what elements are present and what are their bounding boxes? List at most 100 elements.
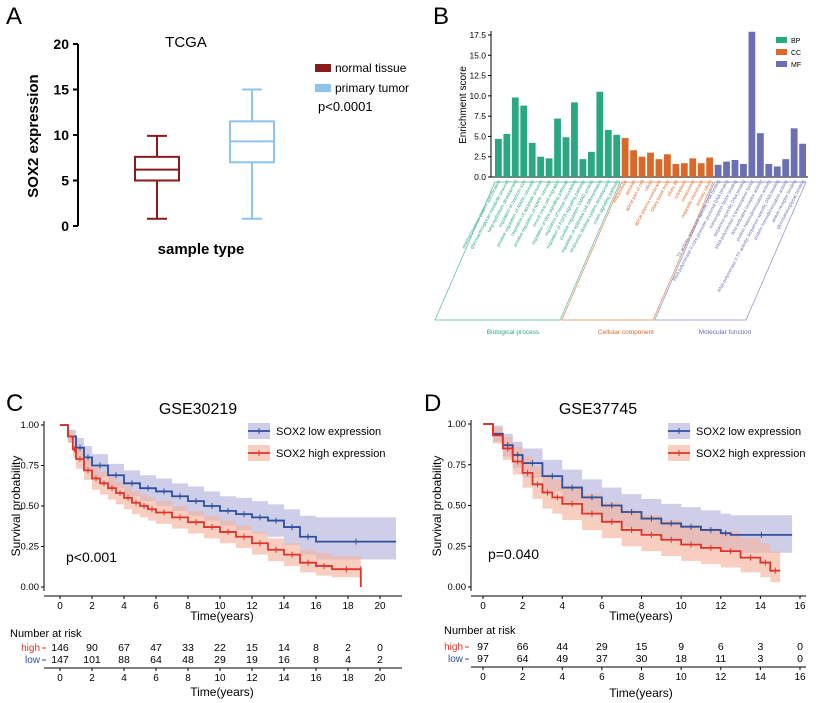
panel-d-plot: 0.00 0.25 0.50 0.75 1.00 0 2 4 6 8 10 12 14 16 SOX2 lo… [444,419,806,683]
y-tick-label: 10 [53,127,69,143]
risk-count-high: 47 [150,642,162,654]
panel-b-ylabel: Enrichment score [458,66,469,144]
panel-c-title: GSE30219 [159,401,237,418]
panel-c-risk-xlabel: Time(years) [190,685,254,699]
y-tick-label: 0.75 [448,460,467,471]
bar-cc [706,157,714,177]
x-tick-label: 2 [520,601,526,612]
bar-cc [638,156,646,177]
risk-x-tick-label: 12 [246,673,258,684]
risk-count-low: 4 [345,654,351,666]
risk-count-low: 8 [313,654,319,666]
bar-cc [647,152,654,177]
risk-x-tick-label: 4 [121,673,127,684]
legend-label-bp: BP [791,38,801,45]
survival-curve-low [483,423,793,536]
bar-mf [740,164,747,177]
risk-count-high: 15 [246,642,258,654]
y-tick-label: 5.0 [474,131,486,141]
y-tick-label: 0.50 [448,501,467,512]
y-tick-label: 7.5 [474,111,486,121]
bar-cc [621,138,629,177]
panel-label-a: A [6,3,22,30]
risk-count-low: 29 [214,654,226,666]
y-tick-label: 5 [61,173,69,189]
risk-x-tick-label: 6 [153,673,159,684]
x-tick-label: 4 [559,601,565,612]
survival-curve-high [60,424,362,587]
risk-x-tick-label: 18 [342,673,354,684]
legend-label-high: SOX2 high expression [696,448,805,460]
risk-x-tick-label: 10 [676,672,688,683]
ci-band-low [60,425,396,560]
panel-c-ylabel: Survival probability [9,456,23,557]
panel-c-risk-title: Number at risk [10,628,82,640]
x-tick-label: 12 [246,601,258,612]
y-tick-label: 15.0 [469,50,486,60]
risk-x-tick-label: 2 [520,672,526,683]
panel-c-pvalue: p<0.001 [66,549,117,565]
y-tick-label: 20 [53,36,69,52]
panel-d-ylabel: Survival probability [430,456,444,557]
risk-count-high: 22 [214,642,226,654]
bar-bp [520,105,528,177]
risk-count-low: 0 [797,653,803,665]
group-label: Biological process [487,329,540,336]
legend-label-mf: MF [791,62,801,69]
risk-count-high: 6 [718,641,724,653]
bar-cc [630,150,637,177]
risk-x-tick-label: 16 [794,672,806,683]
bar-bp [495,138,502,177]
y-tick-label: 0.50 [21,501,40,512]
risk-x-tick-label: 6 [599,672,605,683]
x-tick-label: 18 [342,601,354,612]
x-tick-label: 16 [794,601,806,612]
y-tick-label: 0.0 [474,172,486,182]
panel-d-risk-title: Number at risk [444,625,516,637]
risk-count-low: 11 [715,653,726,665]
y-tick-label: 0.00 [448,582,467,593]
legend-label-cc: CC [791,50,801,57]
x-tick-label: 14 [278,601,290,612]
risk-count-low: 30 [636,653,648,665]
risk-count-high: 90 [86,642,98,654]
risk-count-low: 3 [757,653,763,665]
risk-row-label-high: high [21,643,40,654]
legend-label-low: SOX2 low expression [696,426,801,438]
x-tick-label: 4 [121,601,127,612]
y-tick-label: 0.25 [448,541,467,552]
bar-cc [680,163,688,177]
bar-bp [528,142,536,177]
bar-bp [571,102,578,177]
legend-label-low: SOX2 low expression [276,426,381,438]
risk-x-tick-label: 10 [214,673,226,684]
risk-row-label-low: low [25,655,41,666]
x-tick-label: 12 [715,601,727,612]
x-tick-label: 6 [153,601,159,612]
risk-count-high: 3 [757,641,763,653]
risk-count-high: 146 [51,642,69,654]
y-tick-label: 15 [53,82,69,98]
risk-count-low: 147 [51,654,69,666]
risk-x-tick-label: 2 [89,673,95,684]
bar-mf [782,159,790,177]
risk-count-high: 97 [477,641,489,653]
y-tick-label: 0.25 [21,542,40,553]
ci-band-low [483,424,793,553]
risk-x-tick-label: 8 [639,672,645,683]
x-tick-label: 10 [214,601,226,612]
bar-mf [748,31,756,177]
panel-a-xlabel: sample type [158,241,245,258]
legend-swatch-cc [776,49,787,55]
risk-count-high: 9 [678,641,684,653]
risk-count-high: 2 [345,642,351,654]
x-tick-label: 8 [185,601,191,612]
risk-count-low: 2 [377,654,383,666]
risk-count-low: 16 [278,654,290,666]
legend-swatch-tumor [315,84,331,92]
bar-cc [672,164,680,177]
risk-count-low: 19 [246,654,258,666]
panel-b-plot: 0.02.55.07.510.012.515.017.5anterior/pos… [434,30,808,336]
bar-bp [604,129,612,177]
